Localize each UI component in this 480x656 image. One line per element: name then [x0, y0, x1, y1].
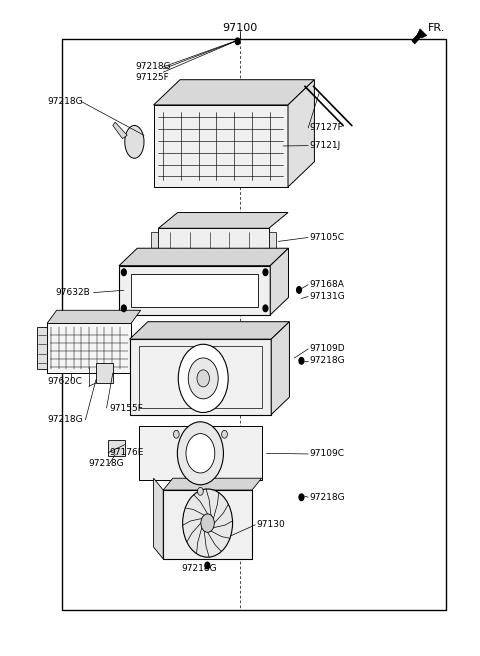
Polygon shape	[158, 228, 269, 255]
Polygon shape	[108, 440, 125, 456]
Text: 97218G: 97218G	[310, 356, 345, 365]
Circle shape	[198, 487, 203, 495]
Polygon shape	[154, 80, 314, 105]
Circle shape	[297, 287, 301, 293]
Text: 97218G: 97218G	[47, 97, 83, 106]
Text: 97168A: 97168A	[310, 280, 345, 289]
Circle shape	[186, 434, 215, 473]
Circle shape	[205, 562, 210, 569]
Text: 97620C: 97620C	[47, 377, 82, 386]
Polygon shape	[288, 80, 314, 187]
Circle shape	[235, 38, 240, 45]
Polygon shape	[47, 323, 131, 373]
Polygon shape	[269, 232, 276, 251]
Polygon shape	[119, 248, 288, 266]
Circle shape	[263, 305, 268, 312]
Circle shape	[177, 422, 223, 485]
Circle shape	[201, 514, 214, 532]
Polygon shape	[412, 29, 427, 44]
Polygon shape	[151, 232, 158, 251]
Text: 97176E: 97176E	[109, 448, 144, 457]
Circle shape	[121, 269, 126, 276]
Text: 97130: 97130	[257, 520, 286, 529]
Circle shape	[299, 494, 304, 501]
Circle shape	[121, 305, 126, 312]
Polygon shape	[270, 248, 288, 315]
Text: 97155F: 97155F	[109, 403, 144, 413]
Circle shape	[178, 344, 228, 413]
Text: 97125F: 97125F	[136, 73, 169, 82]
Text: 97131G: 97131G	[310, 292, 345, 301]
Circle shape	[173, 430, 179, 438]
Text: 97218G: 97218G	[136, 62, 171, 72]
Bar	[131, 274, 258, 307]
Polygon shape	[47, 310, 141, 323]
Circle shape	[222, 430, 228, 438]
Text: 97127F: 97127F	[310, 123, 343, 133]
Text: 97218G: 97218G	[47, 415, 83, 424]
Bar	[62, 39, 446, 610]
Circle shape	[263, 269, 268, 276]
Polygon shape	[130, 339, 271, 415]
Text: 97109D: 97109D	[310, 344, 345, 354]
Polygon shape	[37, 327, 47, 369]
Text: 97105C: 97105C	[310, 233, 345, 242]
Polygon shape	[158, 213, 288, 228]
Polygon shape	[163, 490, 252, 559]
Text: 97218G: 97218G	[181, 564, 217, 573]
Text: 97632B: 97632B	[55, 288, 90, 297]
Polygon shape	[154, 478, 163, 559]
Polygon shape	[130, 321, 289, 339]
Ellipse shape	[125, 125, 144, 158]
Text: 97218G: 97218G	[89, 459, 124, 468]
Circle shape	[188, 358, 218, 399]
Polygon shape	[113, 122, 127, 138]
Polygon shape	[96, 363, 113, 383]
Text: 97109C: 97109C	[310, 449, 345, 459]
Text: 97100: 97100	[222, 22, 258, 33]
Polygon shape	[119, 266, 270, 315]
Bar	[139, 346, 262, 408]
Polygon shape	[139, 426, 262, 480]
Text: 97218G: 97218G	[310, 493, 345, 502]
Circle shape	[197, 370, 209, 387]
Polygon shape	[163, 478, 262, 490]
Text: FR.: FR.	[428, 22, 445, 33]
Polygon shape	[154, 105, 288, 187]
Polygon shape	[271, 321, 289, 415]
Text: 97121J: 97121J	[310, 141, 341, 150]
Circle shape	[182, 489, 232, 557]
Circle shape	[299, 358, 304, 364]
